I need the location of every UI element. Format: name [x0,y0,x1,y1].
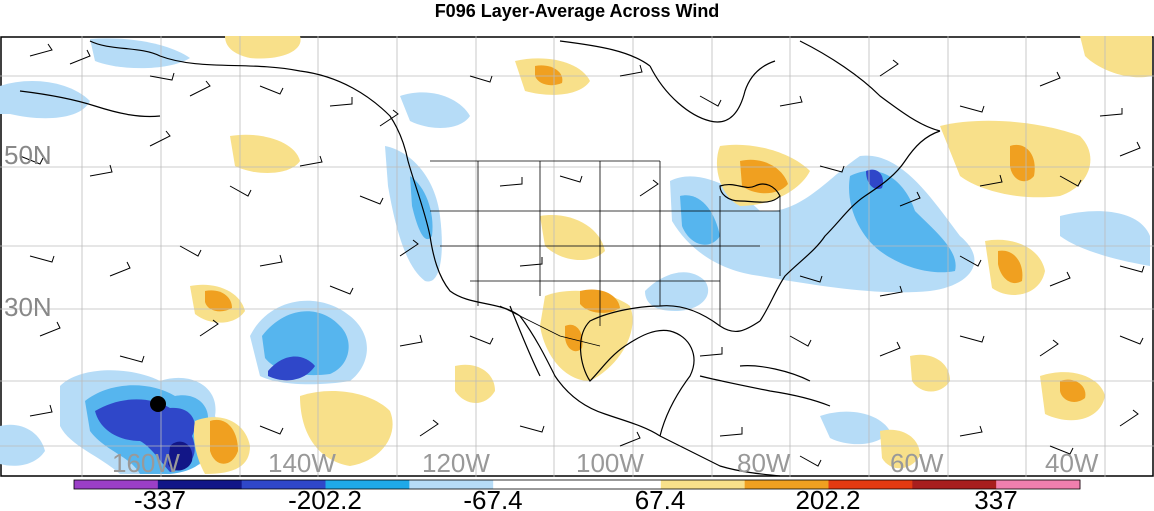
neg-strong-newengland [866,169,884,190]
colorbar-swatch [409,480,494,489]
pos-region-sub5 [910,354,950,392]
chart-title: F096 Layer-Average Across Wind [434,1,720,21]
lon-label-160w: 160W [112,448,180,477]
colorbar-tick-1: -337 [134,485,186,511]
colorbar-swatch [912,480,997,489]
colorbar-swatch [996,480,1081,489]
state-borders [430,160,781,347]
colorbar-swatches [74,480,1081,489]
pos-region-sub4 [455,364,495,404]
coast-alaska [89,40,409,162]
colorbar-swatch [660,480,746,489]
storm-center-marker [150,396,166,412]
pos-mid-labrador [1010,144,1035,182]
neg-region-sw [0,424,45,466]
colorbar-outline [73,479,1081,490]
colorbar-swatch [577,480,662,489]
neg-region-north [0,81,90,119]
pos-mid-atlantic [998,250,1023,284]
coast-baja [509,305,541,377]
colorbar-tick-4: 67.4 [635,485,686,511]
colorbar-swatch [157,480,243,489]
colorbar-tick-5: 202.2 [795,485,860,511]
lat-label-50n: 50N [4,140,52,170]
coast-cuba [739,365,811,382]
coast-caribbean [699,375,831,407]
colorbar-swatch [744,480,829,489]
coast-gulf [579,305,761,437]
neg-region-westcoast [385,146,442,282]
coast-east [759,130,941,322]
colorbar-tick-6: 337 [974,485,1017,511]
pos-region-plains [540,215,605,261]
colorbar: -337 -202.2 -67.4 67.4 202.2 337 [73,479,1081,511]
colorbar-swatch [493,480,578,489]
pos-region-bering [225,36,301,59]
coast-centralam [659,435,781,477]
neg-region-se [820,411,890,445]
coast-hudson [649,60,776,123]
pos-region-north-pac [230,134,300,173]
neg-max-pacific [168,441,193,471]
pos-mid-mexico [565,324,583,352]
pos-mid-alaska [535,65,563,86]
wind-barbs [19,43,1145,467]
colorbar-swatch [325,480,410,489]
lon-label-100w: 100W [576,448,644,477]
lon-label-80w: 80W [737,448,791,477]
lat-label-30n: 30N [4,292,52,322]
pos-region-sub3 [1080,36,1152,78]
neg-mid-east [849,170,956,273]
neg-region-gulf [645,272,709,311]
colorbar-tick-3: -67.4 [463,485,522,511]
lon-label-40w: 40W [1045,448,1099,477]
map-panel: 50N 30N 160W 140W 120W 100W 80W 60W 40W [0,36,1154,477]
neg-mid-ohio [680,195,720,245]
lon-label-120w: 120W [422,448,490,477]
neg-strong-hawaii [268,356,315,381]
lon-label-140w: 140W [268,448,336,477]
neg-region-alaska [90,38,190,69]
pos-mid-east-atl [1060,379,1086,402]
pos-mid-hawaii-south [210,419,238,464]
colorbar-swatch [241,480,326,489]
coast-canada-arctic [559,40,941,132]
pos-region-midpac [300,391,393,466]
colorbar-swatch [828,480,913,489]
pos-mid-subtrop [205,290,232,312]
shading-layer [0,36,1152,474]
coast-aleutians [19,90,161,118]
colorbar-swatch [74,480,159,489]
pos-mid-canada [740,159,788,194]
pos-region-sub6 [880,429,920,469]
neg-region-nw [400,92,470,128]
colorbar-tick-2: -202.2 [288,485,362,511]
lon-label-60w: 60W [890,448,944,477]
